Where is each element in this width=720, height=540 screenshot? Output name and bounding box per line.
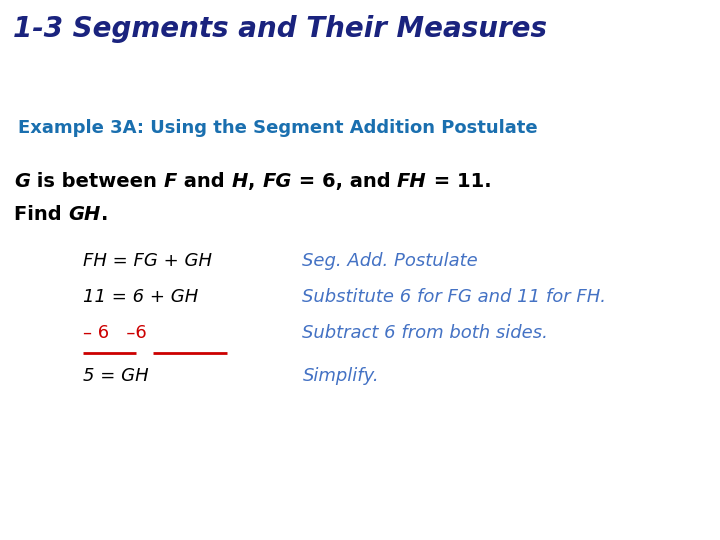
Text: GH: GH bbox=[69, 205, 101, 224]
Text: ,: , bbox=[248, 172, 262, 191]
Text: 11 = 6 + GH: 11 = 6 + GH bbox=[83, 288, 198, 306]
Text: = 11.: = 11. bbox=[427, 172, 491, 191]
Text: FH: FH bbox=[397, 172, 427, 191]
Text: Example 3A: Using the Segment Addition Postulate: Example 3A: Using the Segment Addition P… bbox=[18, 119, 538, 137]
Text: – 6   –6: – 6 –6 bbox=[83, 324, 147, 342]
Text: FH = FG + GH: FH = FG + GH bbox=[83, 252, 212, 269]
Text: Seg. Add. Postulate: Seg. Add. Postulate bbox=[302, 252, 478, 269]
Text: Subtract 6 from both sides.: Subtract 6 from both sides. bbox=[302, 324, 548, 342]
Text: H: H bbox=[232, 172, 248, 191]
Text: G: G bbox=[14, 172, 30, 191]
Text: FG: FG bbox=[262, 172, 292, 191]
Text: and: and bbox=[177, 172, 232, 191]
Text: .: . bbox=[101, 205, 109, 224]
Text: Simplify.: Simplify. bbox=[302, 367, 379, 385]
Text: is between: is between bbox=[30, 172, 164, 191]
Text: Substitute 6 for FG and 11 for FH.: Substitute 6 for FG and 11 for FH. bbox=[302, 288, 606, 306]
Text: F: F bbox=[164, 172, 177, 191]
Text: = 6, and: = 6, and bbox=[292, 172, 397, 191]
Text: 5 = GH: 5 = GH bbox=[83, 367, 148, 385]
Text: Find: Find bbox=[14, 205, 69, 224]
Text: 1-3 Segments and Their Measures: 1-3 Segments and Their Measures bbox=[13, 15, 547, 43]
